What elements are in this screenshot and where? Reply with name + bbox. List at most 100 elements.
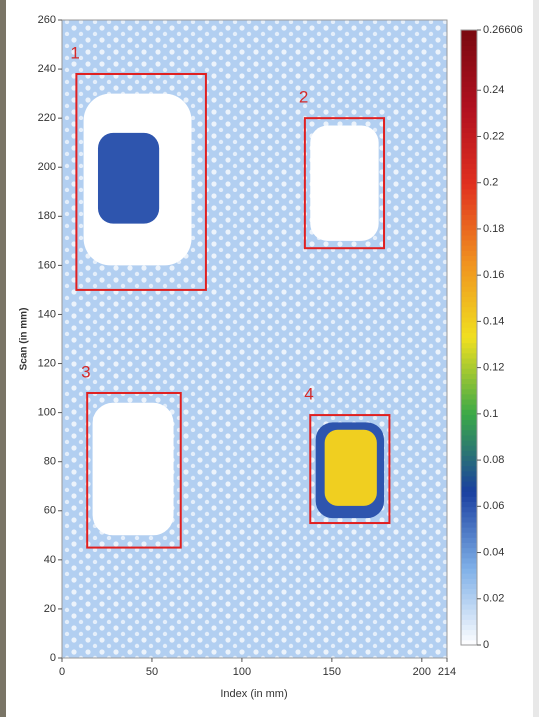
colorbar-tick-label: 0.12 (483, 362, 504, 374)
colorbar-band (461, 475, 477, 482)
colorbar-band (461, 419, 477, 426)
colorbar-band (461, 204, 477, 210)
plot-frame (61, 19, 448, 659)
y-tick-label: 100 (38, 407, 56, 419)
colorbar-band (461, 255, 477, 262)
colorbar-band (461, 598, 477, 605)
colorbar-band (461, 634, 477, 641)
region-label: 1 (70, 43, 79, 62)
heatmap-cell (310, 125, 379, 241)
colorbar-band (461, 578, 477, 584)
colorbar-band (461, 609, 477, 615)
colorbar-band (461, 76, 477, 82)
colorbar-tick-label: 0.08 (483, 454, 504, 466)
region-box (75, 72, 207, 291)
region-label: 2 (299, 88, 308, 107)
colorbar-band (461, 142, 477, 149)
colorbar-band (461, 424, 477, 431)
y-tick-label: 120 (38, 357, 56, 369)
colorbar-band (461, 224, 477, 231)
colorbar-band (461, 434, 477, 441)
colorbar-band (461, 588, 477, 595)
colorbar-band (461, 96, 477, 103)
colorbar-band (461, 81, 477, 87)
colorbar-band (461, 624, 477, 631)
colorbar-band (461, 614, 477, 620)
colorbar-band (461, 265, 477, 272)
colorbar-band (461, 527, 477, 533)
y-tick-label: 160 (38, 259, 56, 271)
colorbar-band (461, 65, 477, 72)
colorbar-band (461, 30, 477, 36)
colorbar-frame (460, 29, 478, 646)
colorbar-band (461, 153, 477, 159)
colorbar-band (461, 368, 477, 374)
colorbar-band (461, 106, 477, 113)
colorbar-band (461, 122, 477, 128)
colorbar-band (461, 629, 477, 636)
colorbar-band (461, 250, 477, 256)
colorbar-band (461, 542, 477, 549)
colorbar-band (461, 557, 477, 564)
colorbar-band (461, 501, 477, 508)
colorbar-band (461, 563, 477, 569)
colorbar-band (461, 522, 477, 528)
x-tick-label: 150 (323, 666, 341, 678)
colorbar-band (461, 286, 477, 292)
colorbar-band (461, 86, 477, 92)
heatmap-cell (92, 402, 174, 536)
colorbar-band (461, 383, 477, 390)
colorbar-band (461, 429, 477, 436)
region-label: 4 (304, 385, 313, 404)
colorbar-band (461, 583, 477, 590)
colorbar-band (461, 465, 477, 472)
colorbar-band (461, 71, 477, 77)
colorbar-band (461, 317, 477, 323)
colorbar-band (461, 199, 477, 205)
x-tick-label: 200 (413, 666, 431, 678)
colorbar-band (461, 235, 477, 241)
window-edge (0, 0, 6, 717)
colorbar-band (461, 117, 477, 123)
colorbar-band (461, 552, 477, 559)
heatmap-cell (324, 429, 377, 506)
colorbar-band (461, 639, 477, 646)
colorbar-tick-label: 0.2 (483, 177, 498, 189)
window-edge (533, 0, 539, 717)
colorbar-band (461, 399, 477, 405)
colorbar-band (461, 183, 477, 190)
y-tick-label: 200 (38, 161, 56, 173)
colorbar-band (461, 342, 477, 349)
colorbar-tick-label: 0.04 (483, 546, 504, 558)
region-label: 3 (81, 362, 90, 381)
colorbar-band (461, 327, 477, 333)
colorbar-band (461, 91, 477, 98)
colorbar-band (461, 460, 477, 467)
colorbar-tick-label: 0.14 (483, 315, 504, 327)
colorbar-tick-label: 0.22 (483, 130, 504, 142)
colorbar-band (461, 332, 477, 338)
y-tick-label: 80 (44, 456, 56, 468)
colorbar-band (461, 532, 477, 538)
colorbar-band (461, 178, 477, 185)
colorbar-band (461, 291, 477, 297)
colorbar-band (461, 219, 477, 226)
colorbar-band (461, 229, 477, 236)
colorbar-band (461, 337, 477, 344)
colorbar-tick-label: 0.02 (483, 593, 504, 605)
colorbar-band (461, 240, 477, 246)
colorbar-band (461, 55, 477, 62)
colorbar-band (461, 358, 477, 364)
colorbar-band (461, 347, 477, 354)
colorbar-band (461, 414, 477, 420)
colorbar-band (461, 301, 477, 308)
x-tick-label: 214 (438, 666, 456, 678)
colorbar-band (461, 388, 477, 395)
colorbar-band (461, 470, 477, 477)
colorbar-band (461, 393, 477, 400)
y-tick-label: 0 (50, 652, 56, 664)
colorbar-band (461, 260, 477, 267)
colorbar-band (461, 373, 477, 379)
colorbar-band (461, 209, 477, 215)
x-axis-label: Index (in mm) (220, 688, 287, 700)
